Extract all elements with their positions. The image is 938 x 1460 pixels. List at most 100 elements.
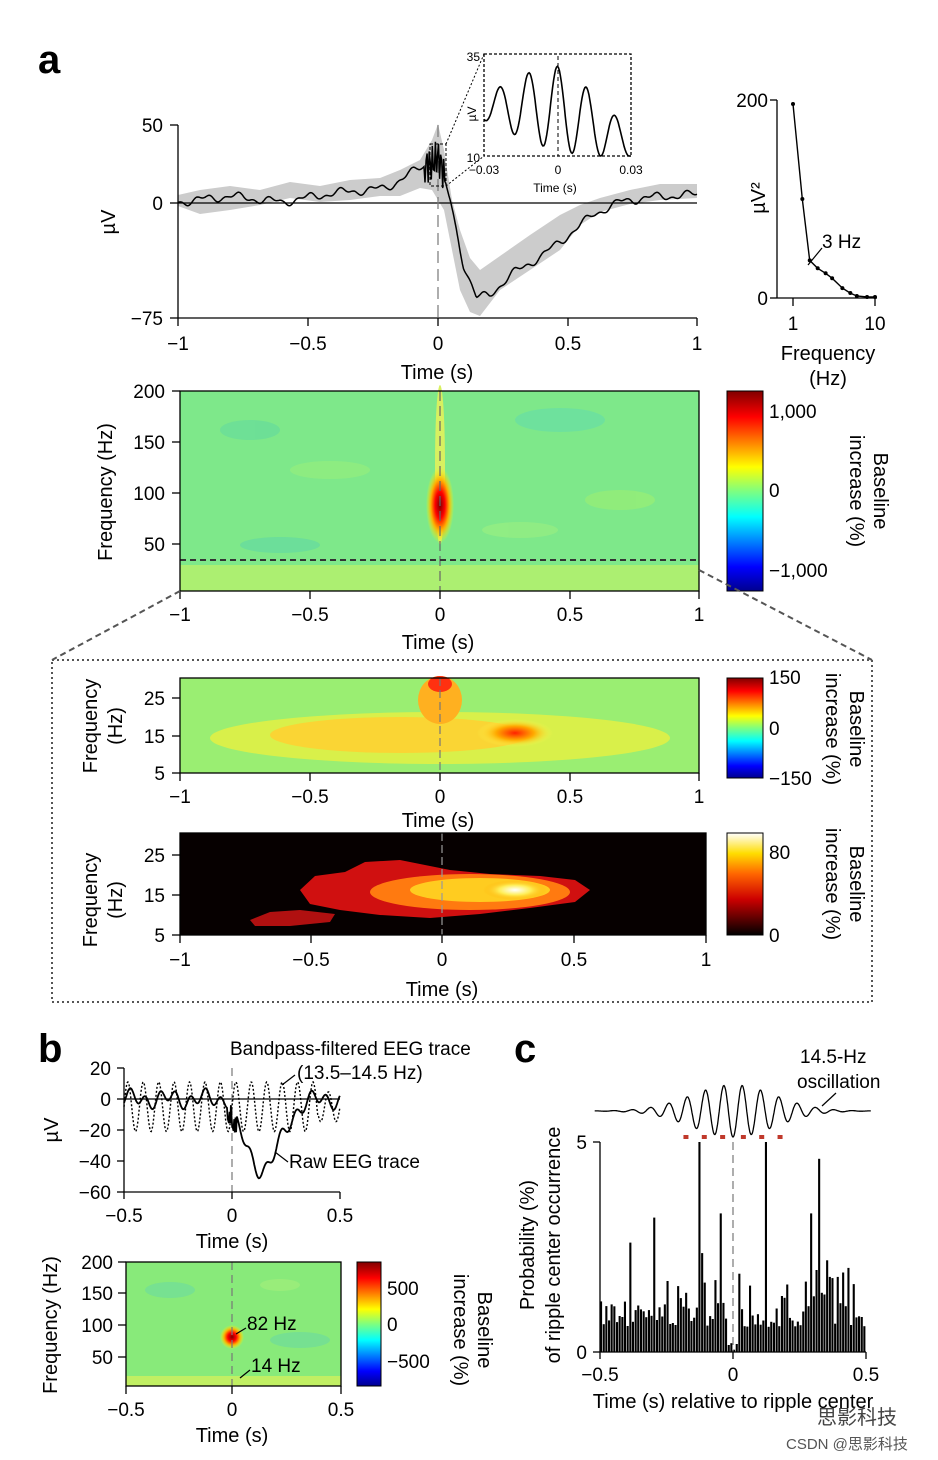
c-histogram-bar bbox=[637, 1305, 640, 1352]
c-histogram-bar bbox=[863, 1326, 866, 1352]
c-histogram-bar bbox=[690, 1321, 693, 1352]
c-histogram-bar bbox=[685, 1292, 688, 1352]
c-histogram-bar bbox=[807, 1306, 810, 1352]
a-tf-sig-xlabel: Time (s) bbox=[406, 979, 479, 1001]
c-histogram-bar bbox=[844, 1306, 847, 1352]
c-histogram-bar bbox=[711, 1319, 714, 1352]
a-tf-zoom-colorbar bbox=[726, 677, 764, 779]
c-histogram-bar bbox=[855, 1317, 858, 1352]
c-histogram-bar bbox=[834, 1323, 837, 1352]
b-tf-82hz-annotation: 82 Hz bbox=[247, 1314, 297, 1335]
c-histogram-bar bbox=[791, 1320, 794, 1352]
a-tf-full-ylabel: Frequency (Hz) bbox=[95, 423, 117, 561]
b-tf-background bbox=[126, 1262, 341, 1386]
a-power-point bbox=[873, 295, 877, 300]
a-tf-full-cbar-tick: 0 bbox=[769, 481, 780, 502]
c-xtick: −0.5 bbox=[581, 1365, 619, 1386]
a-tf-zoom-cbar-tick: 0 bbox=[769, 719, 780, 740]
a-tf-full-cbar-tick: −1,000 bbox=[769, 561, 828, 582]
a-tf-full-xlabel: Time (s) bbox=[402, 632, 475, 654]
a-inset-chart: 35 10 −0.03 0 0.03 Time (s) µV bbox=[465, 50, 643, 195]
b-tf-cbar-tick: 0 bbox=[387, 1315, 398, 1336]
b-tf-ytick: 100 bbox=[81, 1316, 113, 1337]
c-histogram-bar bbox=[751, 1315, 754, 1352]
c-histogram-bar bbox=[738, 1273, 741, 1352]
a-power-point bbox=[791, 101, 795, 106]
c-osc-label-line1: 14.5-Hz bbox=[800, 1047, 867, 1068]
a-inset-connector-top bbox=[445, 53, 485, 145]
a-power-points bbox=[791, 101, 877, 300]
a-tf-zoom-top-blob bbox=[418, 676, 462, 724]
c-histogram-bar bbox=[775, 1308, 778, 1352]
c-osc-label-line2: oscillation bbox=[797, 1072, 880, 1093]
c-histogram-bar bbox=[762, 1320, 765, 1352]
c-histogram-bar bbox=[655, 1320, 658, 1352]
b-tf-cbar-tick: −500 bbox=[387, 1352, 430, 1373]
c-histogram-bar bbox=[847, 1267, 850, 1352]
c-trough-marker bbox=[740, 1135, 746, 1139]
c-histogram-bar bbox=[618, 1316, 621, 1352]
c-histogram-bar bbox=[679, 1298, 682, 1352]
watermark-line1: 思影科技 bbox=[817, 1406, 897, 1429]
a-inset-xtick: 0 bbox=[555, 163, 562, 177]
c-histogram-bar bbox=[642, 1311, 645, 1352]
a-power-xtick: 1 bbox=[788, 314, 799, 335]
b-tf-cbar-label-line2: increase (%) bbox=[449, 1274, 471, 1386]
b-tf-cbar-label-line1: Baseline bbox=[473, 1292, 495, 1369]
b-trace-ticks bbox=[117, 1067, 341, 1199]
a-tf-full-ytick: 150 bbox=[133, 433, 165, 454]
a-tf-sig-xtick: 0 bbox=[437, 950, 448, 971]
a-tf-sig-cbar-label-line1: Baseline bbox=[845, 846, 867, 923]
c-histogram-bar bbox=[725, 1318, 728, 1352]
a-power-spectrum-line bbox=[792, 103, 875, 298]
c-histogram-bar bbox=[743, 1326, 746, 1352]
c-histogram-bar bbox=[677, 1286, 680, 1352]
c-histogram-bar bbox=[663, 1304, 666, 1352]
c-trough-marker bbox=[683, 1135, 689, 1139]
a-tf-sig-ylabel-line1: Frequency bbox=[80, 853, 102, 948]
a-power-point bbox=[865, 295, 870, 300]
a-erp-trace bbox=[177, 141, 698, 299]
c-histogram-bar bbox=[613, 1306, 616, 1352]
a-zoom-box bbox=[51, 659, 873, 1003]
a-tf-full-xtick: 0 bbox=[435, 605, 446, 626]
a-power-ytick: 0 bbox=[757, 289, 768, 310]
a-erp-xtick: 1 bbox=[692, 334, 703, 355]
a-tf-sig-ylabel-line2: (Hz) bbox=[105, 881, 127, 919]
a-tf-full-texture bbox=[220, 408, 655, 553]
c-histogram-bar bbox=[828, 1276, 831, 1352]
c-histogram-bar bbox=[783, 1297, 786, 1352]
c-histogram-bar bbox=[610, 1304, 613, 1352]
b-trace-xtick: 0 bbox=[227, 1206, 238, 1227]
a-erp-ytick: 50 bbox=[142, 116, 163, 137]
a-tf-zoom-xtick: −0.5 bbox=[291, 787, 329, 808]
a-tf-full-xtick: −0.5 bbox=[291, 605, 329, 626]
c-histogram-bar bbox=[671, 1323, 674, 1352]
c-histogram-bar bbox=[717, 1303, 720, 1352]
a-tf-full-cbar-tick: 1,000 bbox=[769, 402, 817, 423]
c-histogram-bar bbox=[756, 1314, 759, 1352]
c-histogram-bar bbox=[605, 1306, 608, 1352]
c-histogram-bar bbox=[735, 1344, 738, 1352]
a-tf-zoom-ylabel-line2: (Hz) bbox=[105, 707, 127, 745]
a-tf-sig-ytick: 15 bbox=[144, 886, 165, 907]
panel-label-b: b bbox=[38, 1027, 62, 1071]
c-histogram-bar bbox=[653, 1217, 656, 1352]
b-trace-ytick: 0 bbox=[100, 1090, 111, 1111]
c-histogram-bar bbox=[639, 1309, 642, 1352]
b-legend-filtered-line1: Bandpass-filtered EEG trace bbox=[230, 1039, 471, 1060]
a-inset-xlabel: Time (s) bbox=[533, 181, 577, 195]
c-histogram-bar bbox=[749, 1285, 752, 1352]
a-power-point bbox=[840, 286, 845, 291]
b-trace-ytick: −60 bbox=[79, 1183, 111, 1204]
a-erp-xtick: 0.5 bbox=[555, 334, 581, 355]
c-histogram-bar bbox=[666, 1281, 669, 1352]
b-trace-ytick: −40 bbox=[79, 1152, 111, 1173]
a-tf-zoom-right-blob bbox=[477, 719, 553, 747]
a-power-point bbox=[800, 197, 805, 201]
c-histogram-bar bbox=[623, 1301, 626, 1352]
c-xtick: 0.5 bbox=[853, 1365, 879, 1386]
a-tf-sig-cbar-tick: 0 bbox=[769, 926, 780, 947]
c-histogram-bar bbox=[839, 1303, 842, 1352]
